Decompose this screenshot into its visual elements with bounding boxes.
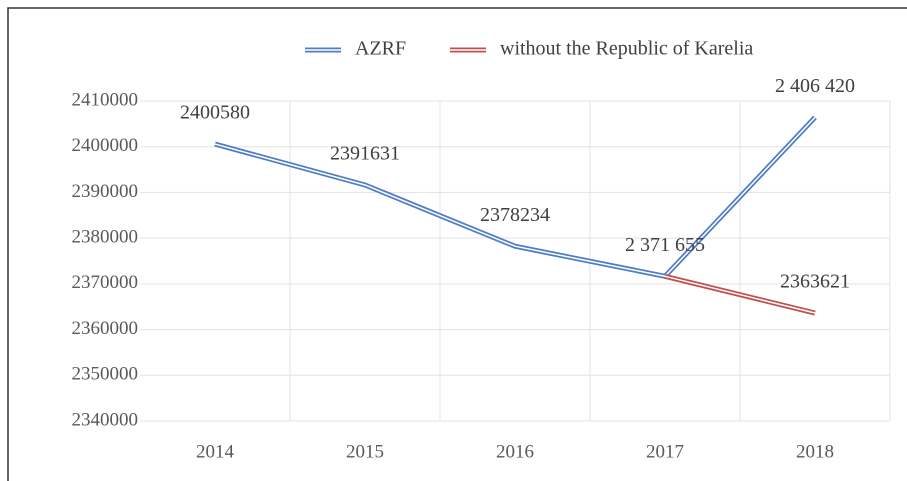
- legend-label: AZRF: [355, 38, 406, 60]
- y-tick-label: 2400000: [72, 135, 139, 156]
- value-label: 2400580: [180, 102, 250, 124]
- value-label: 2 406 420: [775, 75, 855, 97]
- frame: [7, 7, 907, 481]
- x-tick-label: 2017: [646, 441, 684, 462]
- y-tick-label: 2360000: [72, 318, 139, 339]
- value-label: 2378234: [480, 204, 550, 226]
- x-tick-label: 2014: [196, 441, 235, 462]
- series-line-inner: [664, 275, 816, 314]
- y-tick-label: 2370000: [72, 272, 139, 293]
- y-tick-label: 2380000: [72, 227, 139, 248]
- value-label: 2391631: [330, 143, 400, 165]
- series-line: [214, 115, 817, 280]
- x-tick-label: 2016: [496, 441, 534, 462]
- y-tick-label: 2340000: [72, 409, 139, 430]
- x-tick-label: 2018: [796, 441, 834, 462]
- y-tick-label: 2390000: [72, 181, 139, 202]
- value-label: 2363621: [780, 271, 850, 293]
- legend-label: without the Republic of Karelia: [500, 38, 753, 60]
- value-label: 2 371 655: [625, 234, 705, 256]
- x-tick-label: 2015: [346, 441, 384, 462]
- y-tick-label: 2410000: [72, 89, 139, 110]
- y-tick-label: 2350000: [72, 364, 139, 385]
- series-line-inner: [214, 116, 816, 278]
